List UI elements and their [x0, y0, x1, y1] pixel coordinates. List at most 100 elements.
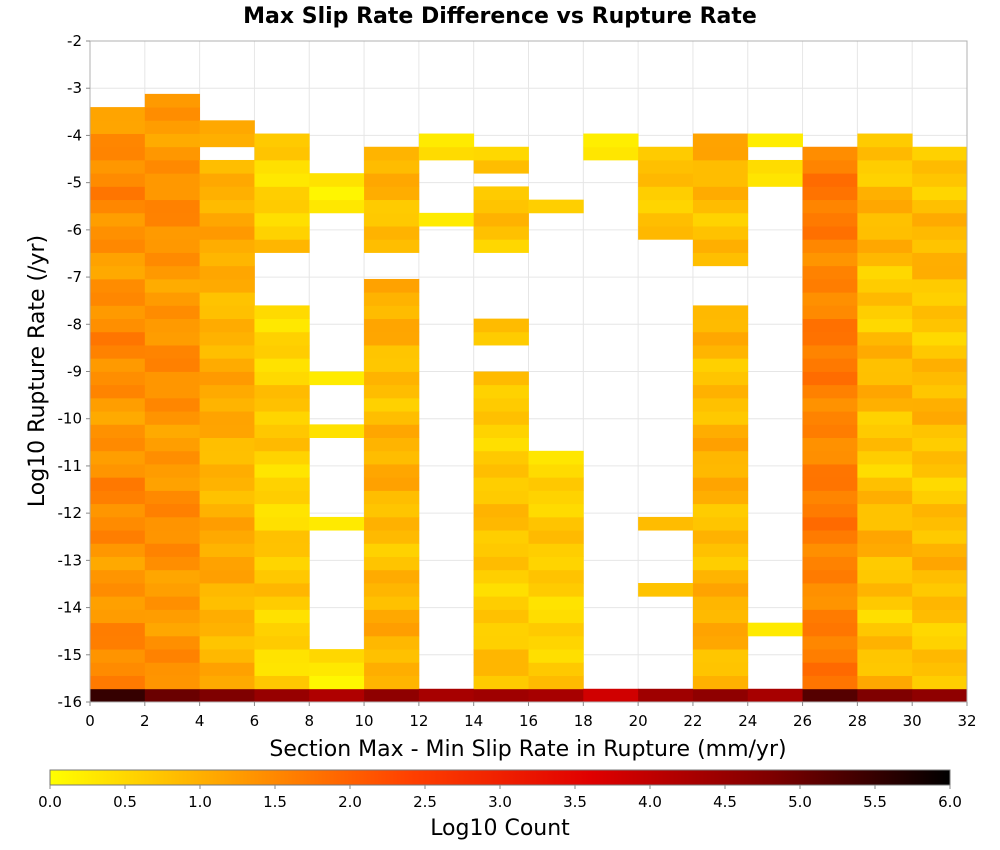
- heatmap-cell: [912, 622, 968, 637]
- heatmap-cell: [473, 437, 529, 452]
- heatmap-cell: [254, 596, 310, 610]
- heatmap-cell: [802, 173, 858, 187]
- heatmap-cell: [309, 371, 365, 386]
- heatmap-cell: [857, 609, 913, 624]
- heatmap-cell: [364, 278, 420, 293]
- heatmap-cell: [802, 437, 858, 452]
- colorbar-label: Log10 Count: [430, 816, 570, 841]
- heatmap-cell: [199, 252, 255, 267]
- heatmap-cell: [364, 516, 420, 531]
- heatmap-cell: [199, 226, 255, 240]
- heatmap-cell: [199, 490, 255, 505]
- heatmap-cell: [802, 318, 858, 333]
- heatmap-cell: [692, 318, 749, 333]
- x-tick-label: 8: [304, 712, 314, 730]
- heatmap-cell: [912, 635, 968, 650]
- heatmap-cell: [802, 278, 858, 293]
- heatmap-cell: [692, 530, 749, 544]
- heatmap-cell: [144, 609, 201, 624]
- heatmap-cell: [912, 649, 968, 663]
- heatmap-cell: [90, 530, 146, 544]
- heatmap-cell: [528, 609, 584, 624]
- x-tick-label: 0: [85, 712, 95, 730]
- colorbar-ticks: 0.0 0.5 1.0 1.5 2.0 2.5 3.0 3.5 4.0 4.5 5.0 5.5 6.0: [38, 785, 962, 811]
- heatmap-cell: [912, 278, 968, 293]
- heatmap-cell: [418, 688, 475, 703]
- heatmap-cell: [364, 212, 420, 227]
- heatmap-cell: [857, 278, 913, 293]
- heatmap-cell: [473, 397, 529, 412]
- heatmap-cell: [254, 133, 310, 148]
- colorbar-tick-label: 1.5: [263, 793, 287, 811]
- heatmap-cell: [199, 583, 255, 597]
- heatmap-cell: [857, 345, 913, 359]
- heatmap-cell: [364, 292, 420, 306]
- heatmap-cell: [199, 371, 255, 386]
- heatmap-cell: [747, 688, 803, 703]
- heatmap-cell: [528, 569, 584, 584]
- heatmap-cell: [144, 252, 201, 267]
- heatmap-cell: [802, 556, 858, 571]
- heatmap-cell: [90, 318, 146, 333]
- heatmap-cell: [857, 305, 913, 320]
- colorbar-tick-label: 4.0: [638, 793, 662, 811]
- heatmap-cell: [473, 318, 529, 333]
- heatmap-cell: [912, 345, 968, 359]
- heatmap-cell: [912, 596, 968, 610]
- heatmap-cell: [199, 397, 255, 412]
- heatmap-cell: [144, 159, 201, 174]
- heatmap-cell: [199, 278, 255, 293]
- heatmap-cell: [802, 371, 858, 386]
- heatmap-cell: [90, 688, 146, 703]
- y-tick-label: -4: [67, 126, 82, 144]
- heatmap-cell: [912, 688, 968, 703]
- heatmap-cell: [857, 133, 913, 148]
- heatmap-cell: [144, 688, 201, 703]
- heatmap-cell: [364, 411, 420, 425]
- heatmap-cell: [254, 358, 310, 372]
- x-tick-label: 26: [793, 712, 812, 730]
- heatmap-cell: [857, 450, 913, 465]
- heatmap-cell: [583, 688, 639, 703]
- heatmap-cell: [309, 649, 365, 663]
- heatmap-cell: [912, 212, 968, 227]
- heatmap-cell: [473, 490, 529, 505]
- heatmap-cell: [857, 424, 913, 438]
- heatmap-cell: [802, 424, 858, 438]
- x-axis-ticks: 0 2 4 6 8 10 12 14 16 18 20 22 24 26 28 30 32: [85, 702, 977, 730]
- heatmap-cell: [144, 120, 201, 134]
- colorbar-tick-label: 2.0: [338, 793, 362, 811]
- heatmap-cell: [747, 622, 803, 637]
- heatmap-cell: [90, 331, 146, 346]
- heatmap-cell: [254, 186, 310, 201]
- heatmap-cell: [857, 543, 913, 557]
- heatmap-cell: [90, 411, 146, 425]
- heatmap-cell: [144, 133, 201, 148]
- heatmap-cell: [90, 437, 146, 452]
- heatmap-cell: [802, 583, 858, 597]
- heatmap-cell: [144, 635, 201, 650]
- heatmap-cell: [857, 212, 913, 227]
- heatmap-cell: [364, 675, 420, 690]
- heatmap-cell: [692, 331, 749, 346]
- heatmap-cell: [364, 186, 420, 201]
- x-tick-label: 6: [250, 712, 260, 730]
- heatmap-cell: [802, 464, 858, 478]
- heatmap-cell: [912, 450, 968, 465]
- heatmap-cell: [144, 186, 201, 201]
- heatmap-cell: [692, 516, 749, 531]
- heatmap-cell: [418, 212, 475, 227]
- heatmap-cell: [802, 477, 858, 491]
- heatmap-cell: [254, 556, 310, 571]
- heatmap-cell: [199, 503, 255, 518]
- heatmap-cell: [309, 516, 365, 531]
- heatmap-cell: [309, 173, 365, 187]
- heatmap-cell: [912, 556, 968, 571]
- heatmap-cell: [199, 120, 255, 134]
- heatmap-cell: [473, 371, 529, 386]
- heatmap-cell: [692, 371, 749, 386]
- heatmap-cell: [199, 569, 255, 584]
- heatmap-cell: [364, 371, 420, 386]
- heatmap-cell: [364, 450, 420, 465]
- y-axis-label: Log10 Rupture Rate (/yr): [25, 235, 50, 507]
